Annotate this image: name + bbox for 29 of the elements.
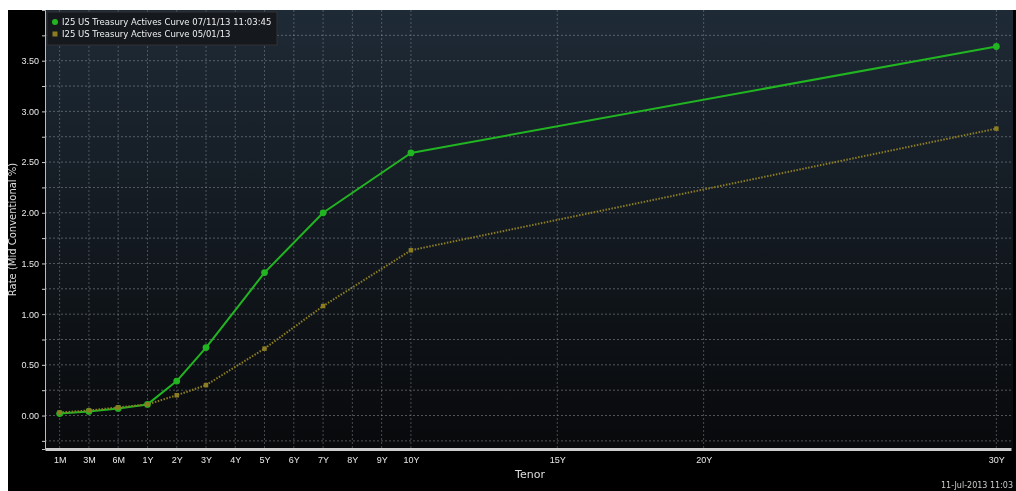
x-tick-label: 1M [53,455,67,466]
y-tick-label: 3.00 [21,106,39,117]
x-tick-label: 6Y [288,455,300,466]
legend-label: I25 US Treasury Actives Curve 05/01/13 [62,29,231,39]
x-tick-label: 20Y [696,455,713,466]
text: 11-Jul-2013 11:03 [940,481,1013,490]
x-tick-label: 5Y [259,455,271,466]
y-tick-label: 2.50 [21,157,39,168]
y-tick-label: 1.00 [21,309,39,320]
y-tick-label: 3.50 [21,56,39,67]
x-tick-label: 8Y [347,455,359,466]
x-tick-label: 6M [112,455,125,466]
x-tick-label: 7Y [318,455,330,466]
y-tick-label: 1.50 [21,258,39,269]
x-tick-label: 4Y [230,455,242,466]
x-tick-label: 2Y [171,455,183,466]
x-tick-label: 30Y [988,455,1005,466]
y-tick-label: 0.50 [21,360,39,371]
x-tick-label: 10Y [403,455,420,466]
x-tick-label: 3Y [200,455,213,466]
x-tick-label: 15Y [549,455,566,466]
y-tick-label: 0.00 [21,410,39,421]
legend-label: I25 US Treasury Actives Curve 07/11/13 11:03:45 [62,17,272,27]
x-tick-label: 9Y [376,455,388,466]
y-axis-title: Rate (Mid Conventional %) [7,162,18,297]
x-tick-label: 3M [83,455,96,466]
y-tick-label: 2.00 [21,208,39,219]
x-tick-label: 1Y [142,455,154,466]
x-axis-title: Tenor [514,468,546,481]
